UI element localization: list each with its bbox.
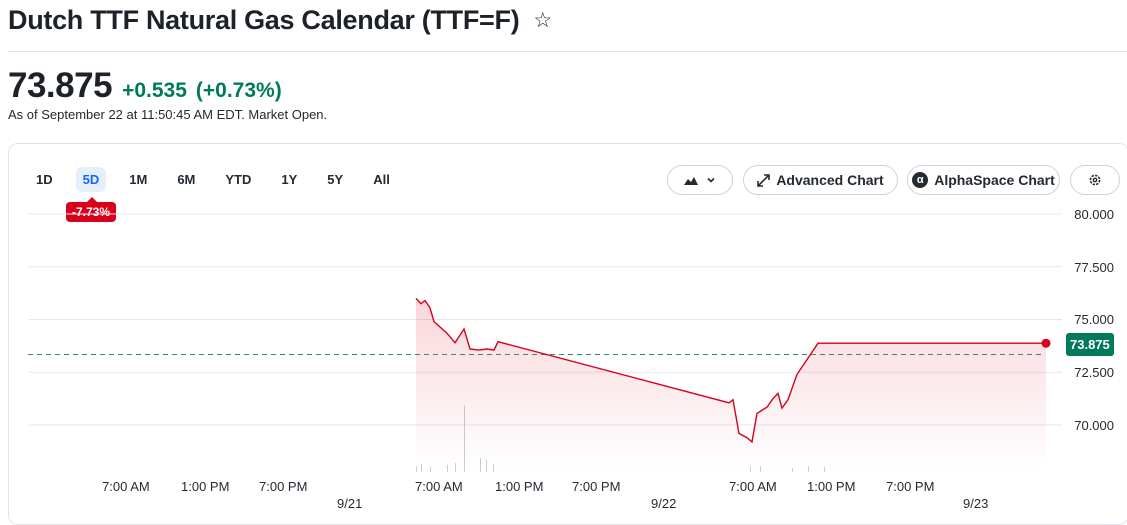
range-change-badge: -7.73% (66, 197, 117, 222)
chevron-down-icon (707, 177, 715, 183)
x-tick-label: 1:00 PM (495, 479, 544, 494)
range-tab-6m[interactable]: 6M (177, 172, 196, 187)
y-tick-label: 72.500 (1074, 365, 1114, 380)
chart-settings-button[interactable] (1070, 165, 1120, 195)
range-tab-ytd[interactable]: YTD (225, 172, 252, 187)
x-tick-label: 1:00 PM (181, 479, 230, 494)
mountain-chart-icon (684, 177, 698, 185)
last-price-tag: 73.875 (1066, 333, 1114, 356)
current-price: 73.875 (8, 66, 113, 105)
x-tick-label: 7:00 AM (415, 479, 463, 494)
date-label: 9/22 (651, 496, 677, 511)
alpha-icon: α (912, 172, 929, 188)
price-line (415, 297, 1046, 444)
star-icon[interactable]: ☆ (533, 9, 553, 32)
range-tab-all[interactable]: All (373, 172, 390, 187)
last-price-dot (1041, 338, 1051, 348)
x-tick-label: 7:00 PM (886, 479, 935, 494)
range-tab-5y[interactable]: 5Y (327, 172, 344, 187)
y-tick-label: 80.000 (1074, 207, 1114, 222)
chart-type-button[interactable] (667, 165, 733, 195)
x-tick-label: 7:00 AM (729, 479, 777, 494)
price-change-percent: (+0.73%) (195, 79, 282, 102)
range-tab-1d[interactable]: 1D (36, 172, 53, 187)
x-tick-label: 7:00 PM (259, 479, 308, 494)
as-of-timestamp: As of September 22 at 11:50:45 AM EDT. M… (8, 107, 328, 122)
y-tick-label: 75.000 (1074, 312, 1114, 327)
price-change: +0.535 (122, 79, 187, 102)
alphaspace-chart-button[interactable]: α AlphaSpace Chart (907, 165, 1060, 195)
divider (8, 51, 1127, 52)
expand-icon (757, 173, 771, 187)
title-row: Dutch TTF Natural Gas Calendar (TTF=F) ☆ (8, 5, 552, 36)
gear-icon (1089, 174, 1101, 186)
date-label: 9/23 (963, 496, 989, 511)
y-tick-label: 70.000 (1074, 418, 1114, 433)
x-tick-label: 7:00 AM (102, 479, 150, 494)
range-tab-1y[interactable]: 1Y (281, 172, 298, 187)
advanced-chart-label: Advanced Chart (776, 172, 884, 188)
price-chart[interactable] (0, 0, 1127, 513)
price-area (416, 298, 1046, 470)
x-tick-label: 7:00 PM (572, 479, 621, 494)
quote-row: 73.875 +0.535 (+0.73%) (8, 66, 282, 106)
y-tick-label: 77.500 (1074, 260, 1114, 275)
range-tab-1m[interactable]: 1M (129, 172, 148, 187)
page-title: Dutch TTF Natural Gas Calendar (TTF=F) (8, 5, 520, 35)
date-label: 9/21 (337, 496, 363, 511)
alphaspace-chart-label: AlphaSpace Chart (934, 172, 1055, 188)
range-tab-5d[interactable]: 5D (75, 167, 107, 192)
advanced-chart-button[interactable]: Advanced Chart (743, 165, 898, 195)
range-tabs: 1D 5D 1M 6M YTD 1Y 5Y All (29, 167, 413, 192)
x-tick-label: 1:00 PM (807, 479, 856, 494)
